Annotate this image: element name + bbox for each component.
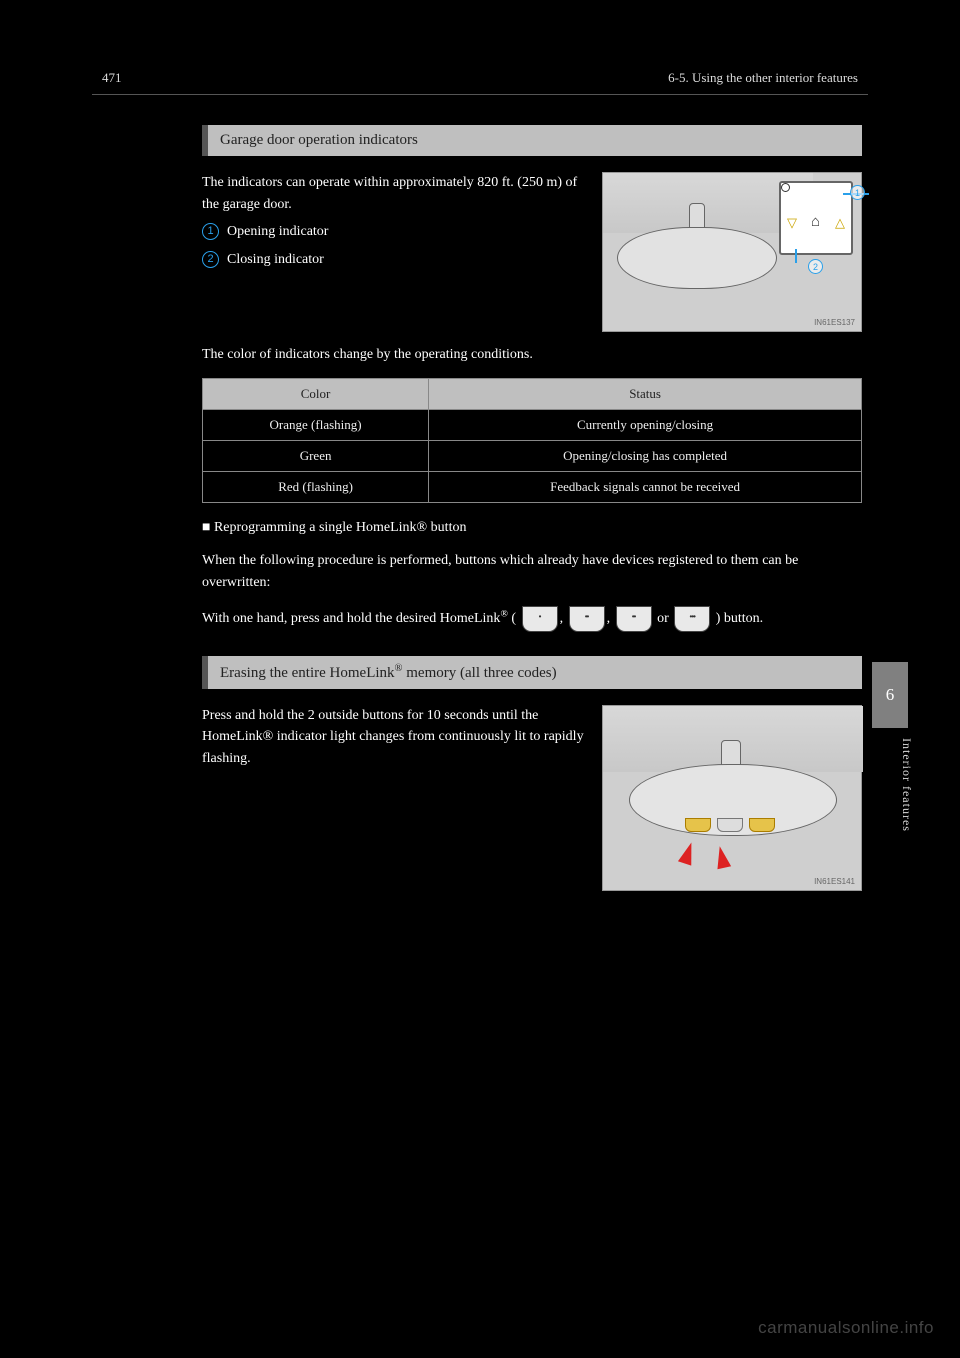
mirror-button-1-icon [685, 818, 711, 832]
press-arrow-icon [713, 845, 731, 869]
table-row: Red (flashing) Feedback signals cannot b… [203, 471, 862, 502]
reprogram-body: When the following procedure is performe… [202, 550, 862, 593]
figure-badge-2: 2 [808, 259, 823, 274]
table-header-status: Status [429, 378, 862, 409]
opening-indicator-icon: △ [835, 215, 845, 231]
home-icon: ⌂ [811, 213, 820, 230]
mirror-button-2-icon [717, 818, 743, 832]
page-number: 471 [102, 70, 122, 86]
callout-badge-2: 2 [202, 251, 219, 268]
figure-mirror-indicators: ▽ ⌂ △ 1 2 IN61ES137 [602, 172, 862, 332]
indicator-circle-icon [781, 183, 790, 192]
homelink-button-2b-icon: •• [616, 606, 652, 632]
callout-label-1: Opening indicator [227, 221, 328, 243]
reprogram-heading: ■ Reprogramming a single HomeLink® butto… [202, 517, 862, 539]
mirror-button-3-icon [749, 818, 775, 832]
table-row: Green Opening/closing has completed [203, 440, 862, 471]
homelink-button-3-icon: ••• [674, 606, 710, 632]
section1-intro: The indicators can operate within approx… [202, 172, 588, 215]
chapter-tab: 6 [872, 662, 908, 728]
breadcrumb: 6-5. Using the other interior features [668, 70, 858, 86]
callout-row: 2 Closing indicator [202, 249, 588, 271]
closing-indicator-icon: ▽ [787, 215, 797, 231]
header-divider [92, 94, 868, 95]
homelink-button-2-icon: •• [569, 606, 605, 632]
reprogram-step1: With one hand, press and hold the desire… [202, 606, 862, 632]
callout-label-2: Closing indicator [227, 249, 324, 271]
page-header: 471 6-5. Using the other interior featur… [92, 70, 868, 94]
figure-badge-1: 1 [850, 185, 865, 200]
status-table: Color Status Orange (flashing) Currently… [202, 378, 862, 503]
figure-erase-buttons: IN61ES141 [602, 705, 862, 891]
section1-note: The color of indicators change by the op… [202, 344, 862, 366]
section-header-indicators: Garage door operation indicators [202, 125, 862, 156]
press-arrow-icon [678, 840, 698, 865]
homelink-button-1-icon: • [522, 606, 558, 632]
figure-id: IN61ES141 [814, 877, 855, 886]
chapter-label: Interior features [899, 738, 914, 832]
table-header-color: Color [203, 378, 429, 409]
callout-badge-1: 1 [202, 223, 219, 240]
figure-id: IN61ES137 [814, 318, 855, 327]
figure-inset: ▽ ⌂ △ [779, 181, 853, 255]
section-header-erase: Erasing the entire HomeLink® memory (all… [202, 656, 862, 689]
watermark: carmanualsonline.info [758, 1318, 934, 1338]
callout-row: 1 Opening indicator [202, 221, 588, 243]
section2-body: Press and hold the 2 outside buttons for… [202, 708, 584, 766]
table-row: Orange (flashing) Currently opening/clos… [203, 409, 862, 440]
